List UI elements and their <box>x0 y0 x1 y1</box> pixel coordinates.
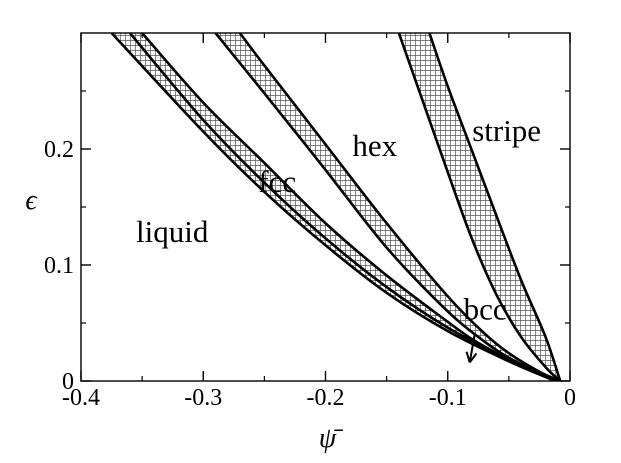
x-tick-label: 0 <box>564 385 576 411</box>
coexistence-regions <box>111 33 561 381</box>
region-label-liquid: liquid <box>136 214 209 249</box>
y-tick-label: 0 <box>62 369 74 395</box>
coexistence-region-1 <box>111 33 556 381</box>
y-tick-label: 0.2 <box>44 137 74 163</box>
region-label-stripe: stripe <box>472 113 541 148</box>
phase-boundary-line-6 <box>397 33 562 381</box>
coexistence-region-3 <box>215 33 561 381</box>
phase-boundary-line-4 <box>214 33 561 381</box>
x-tick-label: -0.2 <box>307 385 345 411</box>
phase-boundary-line-5 <box>238 33 561 381</box>
phase-boundary-line-7 <box>428 33 562 381</box>
region-annotations: liquid fcc hex stripe bcc <box>136 113 541 364</box>
phase-boundary-line-1 <box>110 33 556 381</box>
phase-boundary-lines <box>110 33 562 381</box>
axis-ticks: -0.4 -0.3 -0.2 -0.1 0 0 0.1 0.2 <box>44 33 576 411</box>
x-tick-label: -0.1 <box>429 385 467 411</box>
coexistence-region-2 <box>129 33 561 381</box>
x-axis-label: ψ̄ <box>319 423 343 454</box>
region-label-fcc: fcc <box>258 164 296 199</box>
coexistence-region-4 <box>398 33 561 381</box>
region-label-bcc: bcc <box>464 292 507 327</box>
phase-boundary-line-3 <box>141 33 561 381</box>
plot-frame <box>80 32 571 382</box>
y-tick-label: 0.1 <box>44 253 74 279</box>
bcc-arrow-head <box>465 351 478 364</box>
y-axis-label: ϵ <box>25 185 38 216</box>
region-label-hex: hex <box>352 128 397 163</box>
bcc-arrow-shaft <box>468 334 476 363</box>
x-tick-label: -0.4 <box>62 385 100 411</box>
x-tick-label: -0.3 <box>184 385 222 411</box>
